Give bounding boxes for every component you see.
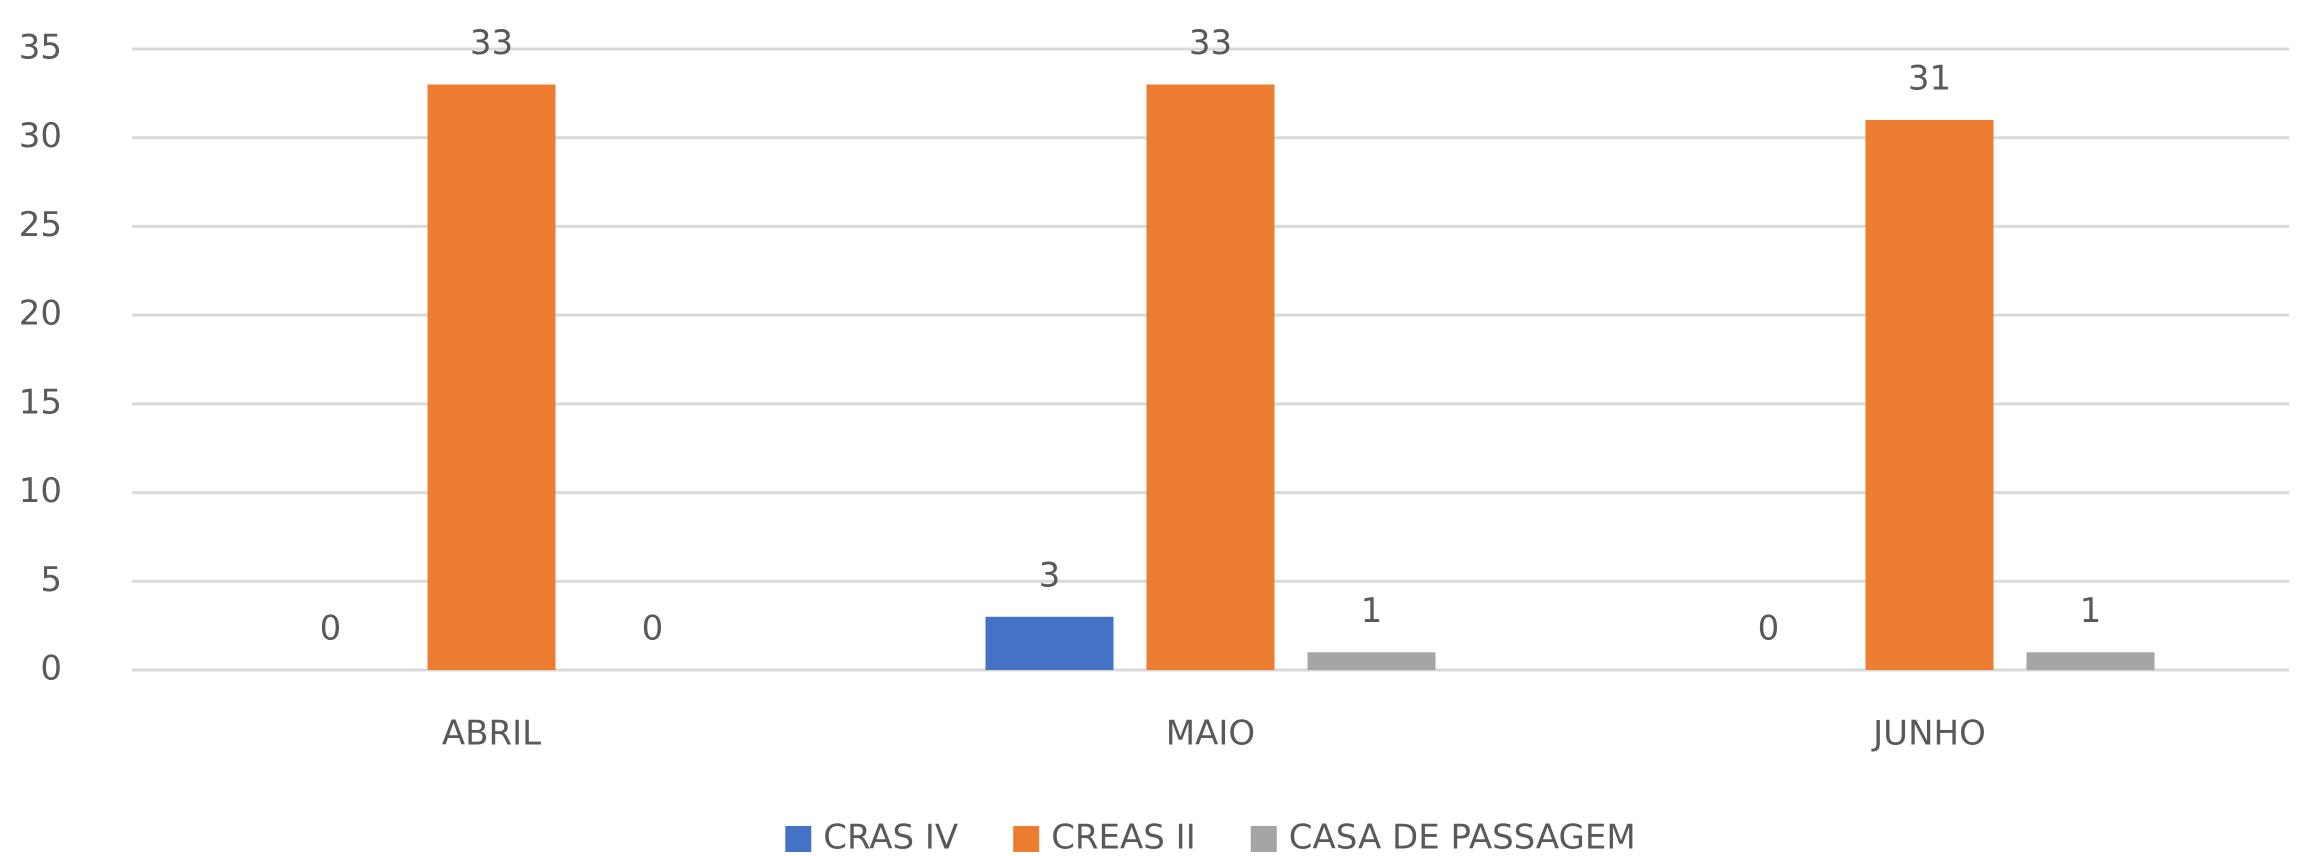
y-tick-label: 10 (19, 471, 62, 511)
x-tick-label: JUNHO (1871, 714, 1986, 754)
value-label: 1 (2080, 591, 2102, 631)
legend-swatch (1250, 826, 1277, 852)
value-label: 0 (1758, 609, 1780, 649)
bar (985, 616, 1114, 670)
value-label: 3 (1039, 555, 1061, 595)
legend-label: CRAS IV (823, 818, 958, 856)
y-tick-label: 20 (19, 294, 62, 334)
y-tick-label: 5 (40, 560, 62, 600)
y-tick-label: 30 (19, 116, 62, 156)
legend-label: CREAS II (1051, 818, 1196, 856)
y-tick-label: 0 (40, 649, 62, 689)
legend-swatch (1013, 826, 1040, 852)
bar (1307, 652, 1436, 670)
value-label: 0 (320, 609, 342, 649)
legend-swatch (785, 826, 812, 852)
bar (2026, 652, 2155, 670)
bar (1865, 119, 1994, 670)
y-tick-label: 35 (19, 28, 62, 68)
value-label: 33 (470, 23, 513, 63)
value-label: 31 (1908, 58, 1951, 98)
x-tick-label: ABRIL (442, 714, 541, 754)
value-label: 1 (1361, 591, 1383, 631)
legend-label: CASA DE PASSAGEM (1289, 818, 1636, 856)
x-tick-label: MAIO (1166, 714, 1255, 754)
bar (427, 84, 556, 670)
y-tick-label: 25 (19, 205, 62, 245)
bar (1146, 84, 1275, 670)
value-label: 33 (1189, 23, 1232, 63)
y-tick-label: 15 (19, 382, 62, 422)
value-label: 0 (642, 609, 664, 649)
